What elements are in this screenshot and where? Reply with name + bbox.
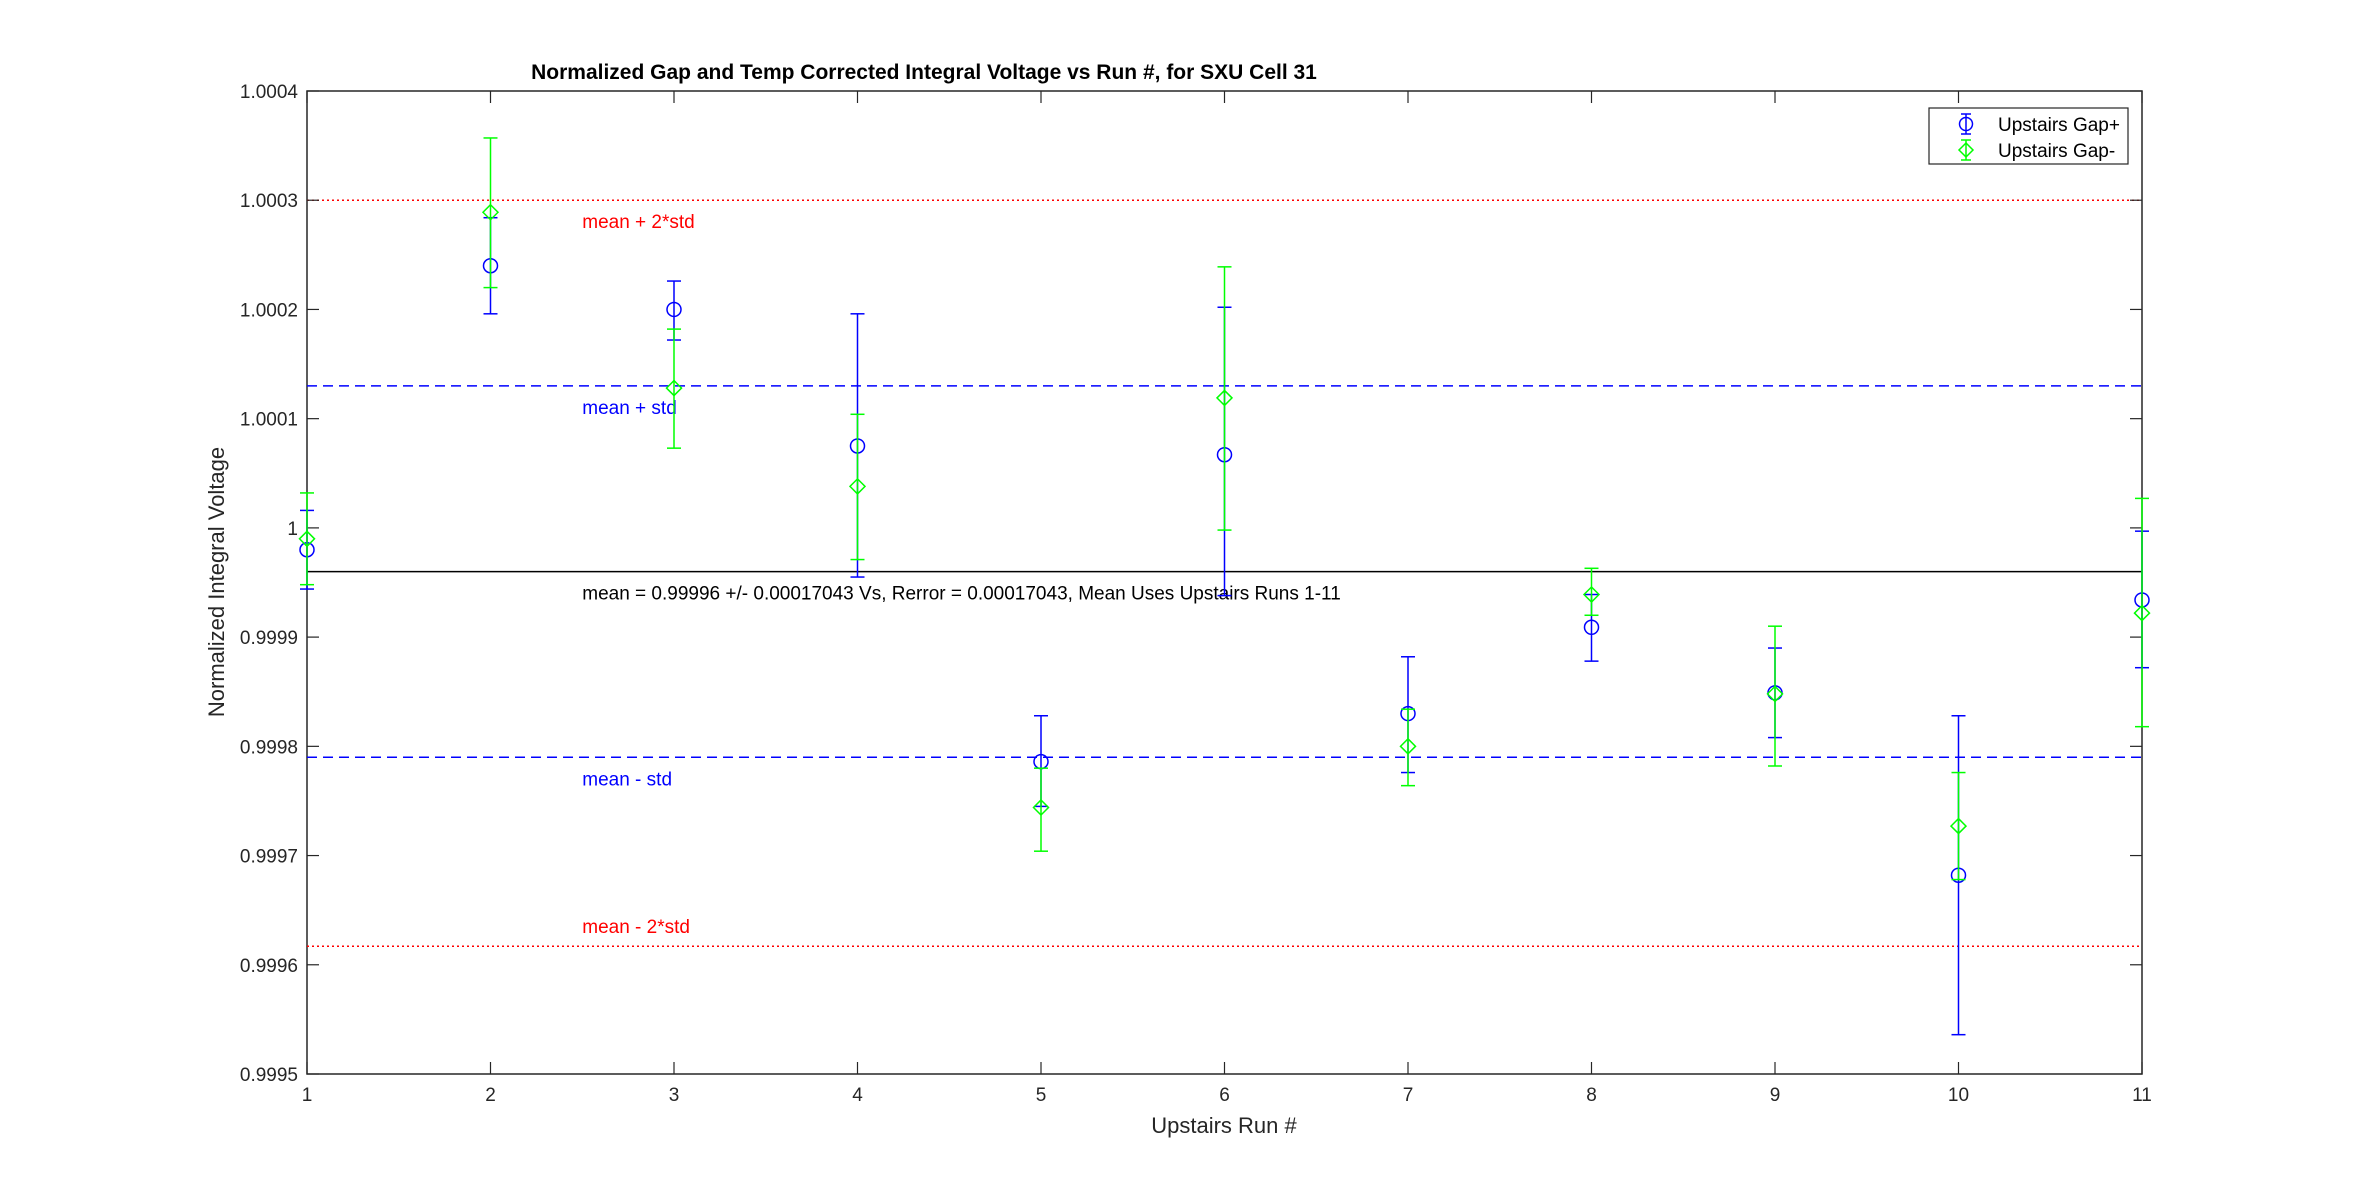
y-tick-label-1: 0.9996 <box>240 956 298 977</box>
reference-labels: mean = 0.99996 +/- 0.00017043 Vs, Rerror… <box>582 212 1341 938</box>
x-axis-label: Upstairs Run # <box>1151 1113 1297 1138</box>
point-1-1 <box>481 203 500 221</box>
legend: Upstairs Gap+ Upstairs Gap- <box>1928 107 2129 165</box>
x-tick-label-3: 4 <box>852 1085 863 1106</box>
legend-label-gap-minus: Upstairs Gap- <box>1998 141 2115 162</box>
y-tick-label-6: 1.0001 <box>240 410 298 431</box>
legend-marker-gap-minus <box>1957 141 1975 159</box>
legend-label-gap-plus: Upstairs Gap+ <box>1998 115 2120 136</box>
reference-label-1: mean + 2*std <box>582 212 695 233</box>
x-tick-label-7: 8 <box>1586 1085 1597 1106</box>
x-axis-ticks: 1 2 3 4 5 6 7 8 9 10 11 <box>302 91 2152 1106</box>
y-tick-label-4: 0.9999 <box>240 628 298 649</box>
reference-label-4: mean - 2*std <box>582 917 690 938</box>
y-tick-label-2: 0.9997 <box>240 847 298 868</box>
x-tick-label-8: 9 <box>1770 1085 1781 1106</box>
y-axis-label: Normalized Integral Voltage <box>204 447 229 717</box>
x-tick-label-1: 2 <box>485 1085 496 1106</box>
reference-label-2: mean + std <box>582 398 677 419</box>
point-1-7 <box>1582 585 1601 604</box>
series-layer <box>298 137 2151 1036</box>
chart-title: Normalized Gap and Temp Corrected Integr… <box>531 61 1317 84</box>
legend-entry-gap-minus: Upstairs Gap- <box>1957 139 2115 162</box>
x-tick-label-6: 7 <box>1403 1085 1414 1106</box>
point-1-6 <box>1399 737 1417 755</box>
point-1-2 <box>665 379 683 397</box>
series-1 <box>298 137 2151 881</box>
reference-label-0: mean = 0.99996 +/- 0.00017043 Vs, Rerror… <box>582 584 1341 605</box>
x-tick-label-10: 11 <box>2132 1085 2152 1106</box>
x-tick-label-0: 1 <box>302 1085 313 1106</box>
point-1-10 <box>2133 604 2151 622</box>
x-tick-label-2: 3 <box>669 1085 680 1106</box>
point-0-2 <box>666 301 682 318</box>
plot-area: mean = 0.99996 +/- 0.00017043 Vs, Rerror… <box>240 82 2152 1106</box>
y-tick-label-0: 0.9995 <box>240 1065 298 1086</box>
point-1-4 <box>1032 798 1050 817</box>
x-tick-label-5: 6 <box>1219 1085 1230 1106</box>
y-tick-label-5: 1 <box>287 519 298 540</box>
y-tick-label-9: 1.0004 <box>240 82 299 103</box>
point-0-7 <box>1583 619 1600 636</box>
legend-entry-gap-plus: Upstairs Gap+ <box>1958 113 2120 136</box>
legend-box <box>1928 107 2129 165</box>
y-tick-label-8: 1.0003 <box>240 191 298 212</box>
point-1-9 <box>1949 817 1968 835</box>
point-1-8 <box>1766 685 1784 703</box>
x-tick-label-9: 10 <box>1948 1085 1969 1106</box>
point-1-3 <box>848 477 867 495</box>
y-axis-ticks: 0.9995 0.9996 0.9997 0.9998 0.9999 1 1.0001 1.0… <box>240 82 2142 1086</box>
legend-marker-gap-plus <box>1958 116 1974 132</box>
x-tick-label-4: 5 <box>1036 1085 1047 1106</box>
point-1-0 <box>298 530 316 548</box>
y-tick-label-7: 1.0002 <box>240 300 298 321</box>
y-tick-label-3: 0.9998 <box>240 737 298 758</box>
point-1-5 <box>1215 389 1234 407</box>
reference-label-3: mean - std <box>582 769 672 790</box>
